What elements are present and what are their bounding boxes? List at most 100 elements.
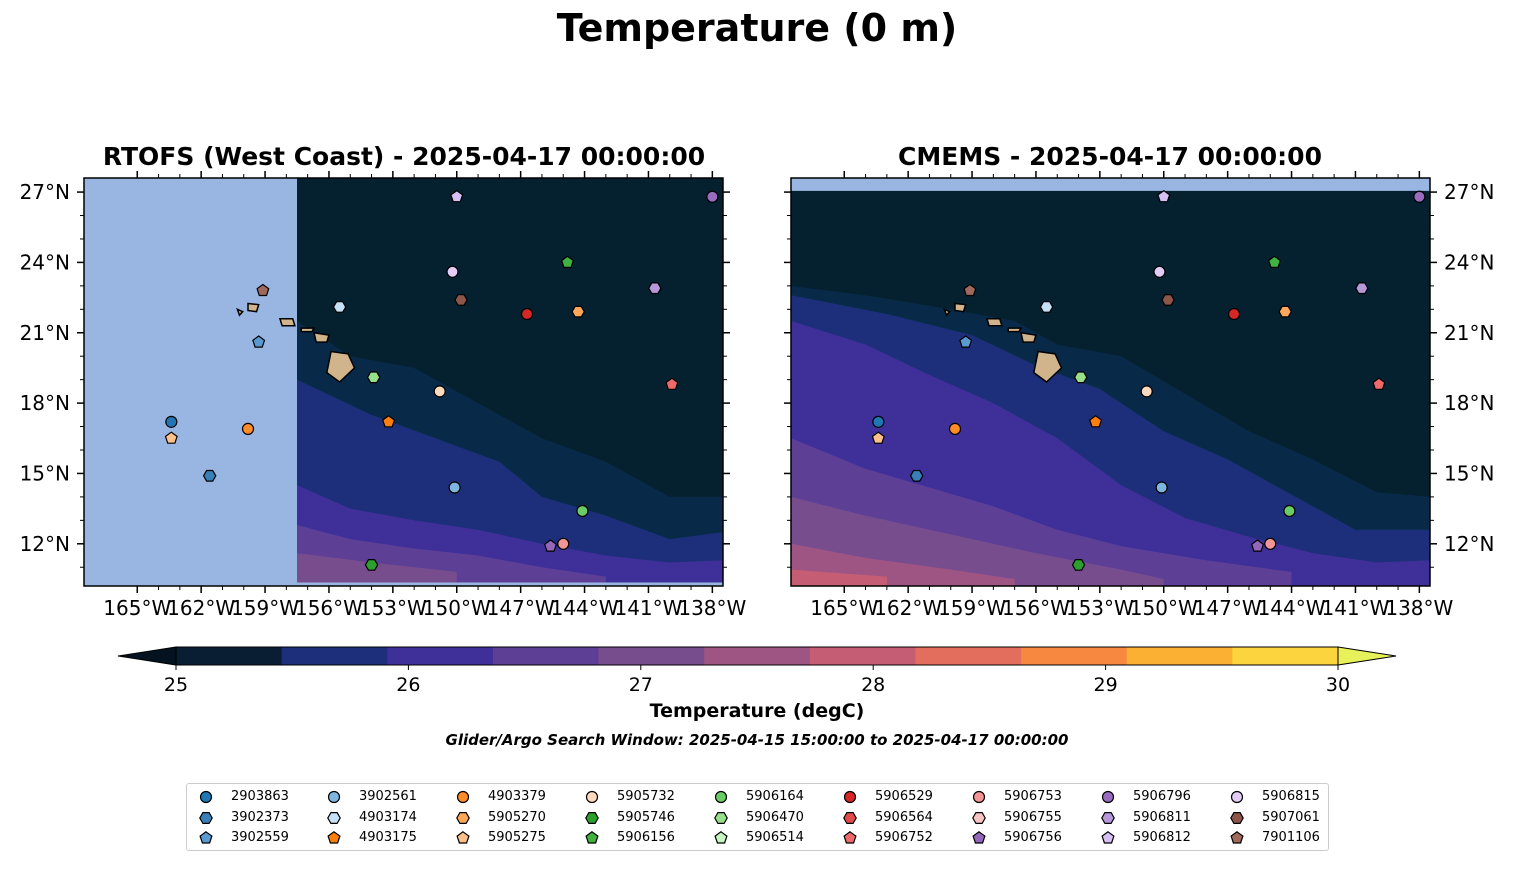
marker-4903379 xyxy=(948,422,962,435)
y-tick-label: 24°N xyxy=(20,250,70,274)
legend-label: 4903379 xyxy=(488,789,546,804)
legend-entry-5906564: 5906564 xyxy=(843,810,933,825)
marker-5906470 xyxy=(366,371,381,384)
y-tick-label: 12°N xyxy=(20,532,70,556)
x-tick-label: 153°W xyxy=(1066,596,1134,620)
legend-label: 5906796 xyxy=(1133,789,1191,804)
marker-4903175 xyxy=(1089,415,1103,428)
legend-label: 5906529 xyxy=(875,789,933,804)
x-tick-label: 159°W xyxy=(231,596,299,620)
marker-5906756 xyxy=(543,539,558,552)
y-tick-label: 15°N xyxy=(1444,461,1494,485)
legend-entry-5905270: 5905270 xyxy=(456,810,546,825)
legend-entry-5905746: 5905746 xyxy=(585,809,675,825)
legend-marker xyxy=(843,790,857,804)
map-panel-rtofs: 165°W162°W159°W156°W153°W150°W147°W144°W… xyxy=(20,171,747,620)
colorbar-segment xyxy=(598,647,705,665)
legend-entry-7901106: 7901106 xyxy=(1230,830,1320,845)
legend-label: 2903863 xyxy=(231,789,289,804)
x-tick-label: 165°W xyxy=(810,596,878,620)
marker-7901106 xyxy=(963,283,977,297)
island-kauai xyxy=(247,302,260,313)
colorbar-segment xyxy=(1021,647,1128,665)
x-tick-label: 147°W xyxy=(1194,596,1262,620)
legend-marker xyxy=(585,831,599,844)
legend-marker xyxy=(327,790,341,804)
marker-5906156 xyxy=(1267,255,1282,268)
legend-marker xyxy=(327,831,341,844)
marker-2903863 xyxy=(872,415,885,428)
legend-marker xyxy=(714,831,728,844)
marker-5905732 xyxy=(1140,385,1153,398)
colorbar-segment xyxy=(704,647,811,665)
no-data-region xyxy=(297,582,723,586)
colorbar-segment xyxy=(1126,647,1233,665)
island-maui xyxy=(1020,331,1037,343)
legend-label: 4903175 xyxy=(359,830,417,845)
legend-label: 5905746 xyxy=(617,809,675,825)
marker-7901106 xyxy=(256,283,270,297)
island-niihau xyxy=(943,307,951,317)
x-tick-label: 141°W xyxy=(1321,596,1389,620)
colorbar-segment xyxy=(176,647,283,665)
legend-marker xyxy=(199,831,213,844)
legend-entry-5905732: 5905732 xyxy=(585,789,675,804)
legend-entry-4903175: 4903175 xyxy=(327,830,417,845)
legend-entry-3902559: 3902559 xyxy=(199,830,289,845)
colorbar-label: Temperature (degC) xyxy=(649,700,865,722)
temperature-band xyxy=(791,569,887,586)
marker-5905275 xyxy=(164,431,178,444)
legend-marker xyxy=(456,811,470,824)
marker-5906753 xyxy=(1264,537,1277,550)
legend-marker xyxy=(585,811,599,824)
legend-marker xyxy=(1101,790,1115,804)
marker-5905275 xyxy=(871,431,885,444)
y-tick-label: 21°N xyxy=(1444,321,1494,345)
marker-3902561 xyxy=(448,481,461,494)
legend-label: 5906752 xyxy=(875,830,933,845)
marker-5906811 xyxy=(648,282,662,295)
marker-5907061 xyxy=(1161,294,1175,306)
legend-label: 7901106 xyxy=(1262,830,1320,845)
marker-5907061 xyxy=(454,294,468,306)
colorbar-tick-label: 25 xyxy=(164,674,188,696)
legend-marker xyxy=(199,790,213,804)
marker-4903379 xyxy=(241,422,255,435)
marker-5906815 xyxy=(446,265,459,278)
island-oahu xyxy=(985,317,1003,327)
marker-3902373 xyxy=(202,469,217,482)
marker-3902559 xyxy=(252,335,266,348)
marker-5906529 xyxy=(1227,307,1241,321)
island-oahu xyxy=(278,317,296,327)
y-tick-label: 21°N xyxy=(20,321,70,345)
legend-marker xyxy=(972,831,986,844)
no-data-region xyxy=(84,178,297,586)
marker-5906796 xyxy=(1413,190,1426,203)
x-tick-label: 141°W xyxy=(614,596,682,620)
legend-label: 3902373 xyxy=(231,809,289,825)
x-tick-label: 150°W xyxy=(423,596,491,620)
legend-entry-5906812: 5906812 xyxy=(1101,830,1191,845)
marker-5906815 xyxy=(1153,265,1166,278)
panel-title-cmems: CMEMS - 2025-04-17 00:00:00 xyxy=(898,142,1322,171)
legend-entry-2903863: 2903863 xyxy=(199,789,289,804)
x-tick-label: 150°W xyxy=(1130,596,1198,620)
legend-marker xyxy=(714,790,728,804)
y-tick-label: 15°N xyxy=(20,461,70,485)
legend-marker xyxy=(585,790,599,804)
legend-entry-5906755: 5906755 xyxy=(972,810,1062,825)
legend-marker xyxy=(456,831,470,844)
marker-5905270 xyxy=(1278,305,1292,318)
legend-entry-4903174: 4903174 xyxy=(327,810,417,825)
marker-5906756 xyxy=(1250,539,1265,552)
marker-5905746 xyxy=(364,558,379,571)
marker-5906164 xyxy=(1283,504,1296,518)
colorbar: 25 26 27 28 29 30 xyxy=(117,646,1397,696)
marker-2903863 xyxy=(165,415,178,428)
marker-4903175 xyxy=(382,415,396,428)
legend-marker xyxy=(1230,790,1244,804)
legend-label: 5906753 xyxy=(1004,789,1062,804)
island-niihau xyxy=(236,307,244,317)
legend-entry-3902373: 3902373 xyxy=(199,809,289,825)
temperature-band xyxy=(297,553,457,586)
